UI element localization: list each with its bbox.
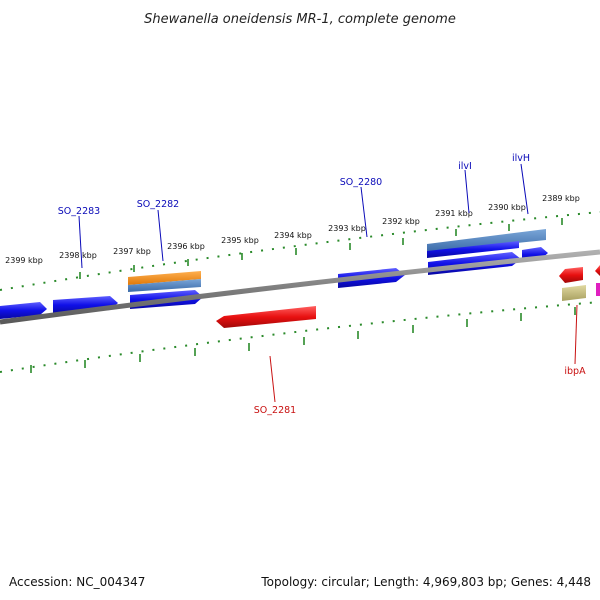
feature-orange[interactable] [128, 271, 201, 285]
scale-label: 2389 kbp [542, 194, 580, 203]
scale-label: 2390 kbp [488, 203, 526, 212]
genome-backbone [0, 249, 600, 325]
callout-line [269, 355, 276, 403]
gene-label-ilvh[interactable]: ilvH [512, 153, 530, 164]
scale-label: 2394 kbp [274, 231, 312, 240]
gene-label-so2282[interactable]: SO_2282 [137, 199, 179, 210]
forward-strand-features [0, 229, 548, 319]
scale-label: 2391 kbp [435, 209, 473, 218]
feature-steelblue[interactable] [427, 229, 546, 252]
reverse-gene-labels: SO_2281 ibpA [254, 366, 586, 416]
forward-callouts [78, 163, 529, 269]
feature-steelblue[interactable] [128, 279, 201, 292]
scale-labels: 2399 kbp 2398 kbp 2397 kbp 2396 kbp 2395… [5, 194, 580, 265]
callout-line [520, 163, 529, 215]
gene-label-so2281[interactable]: SO_2281 [254, 405, 296, 416]
inner-major-ticks [30, 307, 576, 373]
gene-label-so2280[interactable]: SO_2280 [340, 177, 382, 188]
reverse-strand-features [216, 265, 600, 328]
map-title: Shewanella oneidensis MR-1, complete gen… [144, 12, 456, 27]
gene-reverse-ibpa[interactable] [559, 267, 583, 283]
reverse-callouts [269, 304, 578, 403]
callout-line [574, 304, 578, 365]
scale-label: 2395 kbp [221, 236, 259, 245]
scale-label: 2393 kbp [328, 224, 366, 233]
gene-label-so2283[interactable]: SO_2283 [58, 206, 100, 217]
gene-forward[interactable] [0, 302, 47, 319]
callout-line [360, 186, 368, 238]
feature-khaki[interactable] [562, 285, 586, 301]
feature-magenta[interactable] [596, 283, 600, 296]
gene-label-ibpa[interactable]: ibpA [564, 366, 586, 377]
callout-line [464, 169, 470, 214]
genome-summary-text: Topology: circular; Length: 4,969,803 bp… [260, 575, 591, 589]
scale-label: 2399 kbp [5, 256, 43, 265]
scale-label: 2397 kbp [113, 247, 151, 256]
gene-forward[interactable] [427, 241, 519, 258]
callout-line [157, 209, 164, 262]
scale-label: 2398 kbp [59, 251, 97, 260]
scale-label: 2392 kbp [382, 217, 420, 226]
accession-text: Accession: NC_004347 [9, 575, 145, 589]
gene-reverse[interactable] [595, 265, 600, 276]
forward-gene-labels: SO_2283 SO_2282 SO_2280 ilvI ilvH [58, 153, 530, 217]
outer-major-ticks [79, 218, 563, 279]
scale-label: 2396 kbp [167, 242, 205, 251]
gene-reverse-so2281[interactable] [216, 306, 316, 328]
callout-line [78, 215, 83, 269]
gene-label-ilvi[interactable]: ilvI [458, 161, 472, 172]
